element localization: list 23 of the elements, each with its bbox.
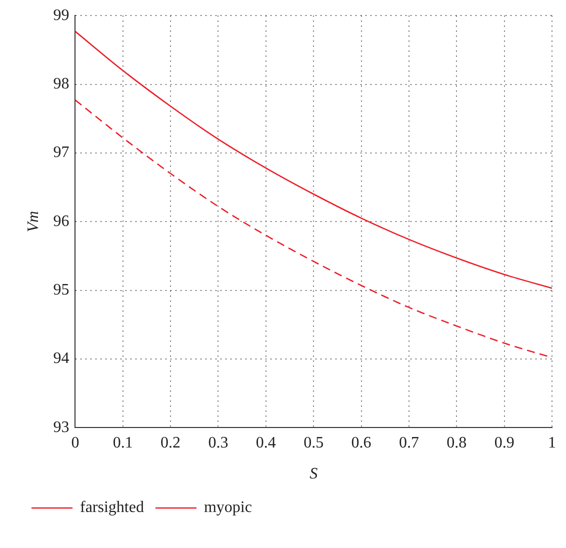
- y-tick-label: 96: [53, 212, 70, 230]
- y-tick-label: 93: [53, 418, 70, 436]
- y-tick-label: 95: [53, 281, 70, 298]
- x-tick-label: 0.3: [208, 434, 228, 452]
- y-tick-label: 99: [53, 6, 70, 24]
- x-tick-label: 0.1: [112, 434, 133, 452]
- x-tick-label: 0.2: [160, 434, 181, 452]
- x-tick-label: 0.9: [494, 434, 514, 452]
- x-tick-label: 1: [548, 434, 556, 452]
- x-tick-label: 0.4: [256, 434, 276, 452]
- y-tick-label: 94: [53, 350, 70, 368]
- x-tick-label: 0: [71, 434, 80, 452]
- y-tick-label: 97: [53, 144, 70, 162]
- x-tick-label: 0.6: [351, 434, 372, 452]
- x-tick-label: 0.8: [446, 434, 467, 452]
- line-series: [75, 30, 552, 289]
- legend-label: myopic: [204, 499, 252, 516]
- legend-label: farsighted: [80, 499, 144, 516]
- x-tick-label: 0.5: [304, 434, 324, 452]
- x-axis-title: S: [310, 466, 318, 483]
- x-tick-label: 0.7: [398, 434, 419, 452]
- y-axis-title: Vm: [24, 210, 42, 232]
- y-tick-label: 98: [53, 75, 70, 92]
